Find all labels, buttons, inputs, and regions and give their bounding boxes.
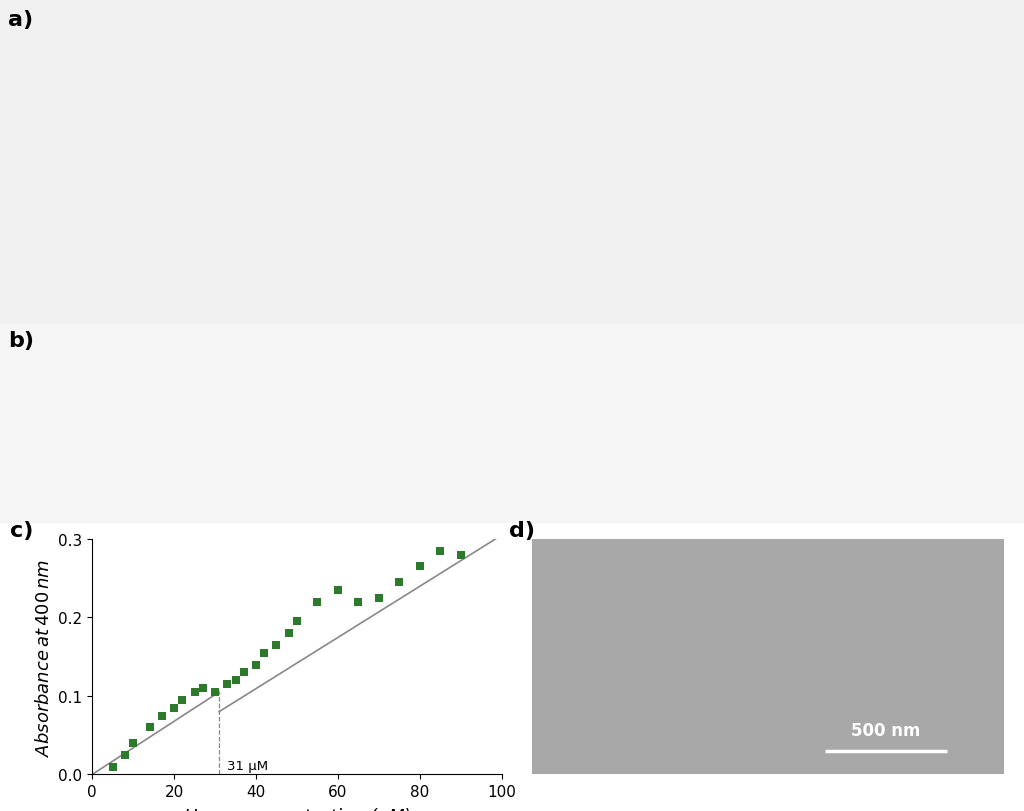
Point — [207, 686, 223, 699]
X-axis label: $\mathit{Heme\/concentration}$ ($\mu$M): $\mathit{Heme\/concentration}$ ($\mu$M) — [183, 805, 411, 811]
Text: c): c) — [10, 521, 34, 540]
Text: 500 nm: 500 nm — [851, 721, 921, 740]
Text: b): b) — [8, 330, 34, 350]
Point — [330, 584, 346, 597]
Point — [227, 674, 244, 687]
Point — [125, 736, 141, 749]
Point — [391, 576, 408, 589]
Point — [154, 709, 170, 723]
Point — [248, 659, 264, 672]
Point — [104, 760, 121, 773]
Point — [432, 545, 449, 558]
Point — [236, 666, 252, 679]
Point — [453, 548, 469, 561]
Point — [281, 627, 297, 640]
Text: 31 μM: 31 μM — [227, 759, 268, 772]
Text: d): d) — [509, 521, 535, 540]
Point — [166, 702, 182, 714]
Point — [219, 678, 236, 691]
Point — [195, 682, 211, 695]
Point — [174, 693, 190, 706]
Point — [412, 560, 428, 573]
Point — [141, 721, 158, 734]
Point — [268, 639, 285, 652]
Y-axis label: $\mathit{Absorbance\/at\/400\/nm}$: $\mathit{Absorbance\/at\/400\/nm}$ — [35, 558, 52, 756]
Point — [350, 595, 367, 608]
Point — [309, 595, 326, 608]
Text: a): a) — [8, 10, 34, 30]
Point — [371, 592, 387, 605]
Point — [117, 749, 133, 762]
Point — [256, 646, 272, 659]
Point — [289, 615, 305, 628]
Point — [186, 686, 203, 699]
